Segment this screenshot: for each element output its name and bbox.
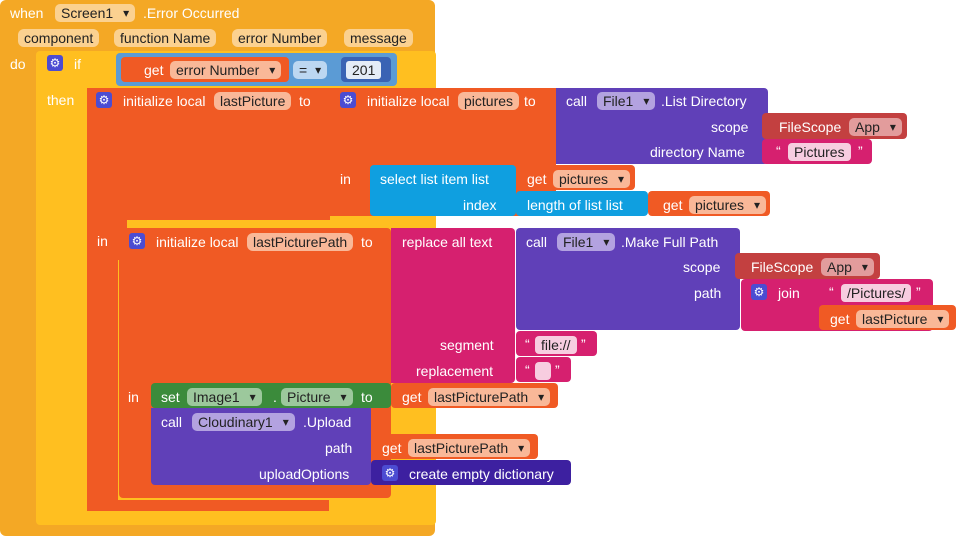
init-lastpicturepath-to-label: to xyxy=(361,234,373,250)
list-directory-scope-block-label: FileScope xyxy=(779,119,842,135)
replace-all-text-label: replace all text xyxy=(402,234,493,250)
get-lastpicturepath-set-dropdown[interactable]: lastPicturePath xyxy=(428,388,551,406)
init-lastpicture-gear-icon[interactable]: ⚙ xyxy=(96,92,112,108)
param-message[interactable]: message xyxy=(344,29,413,47)
init-lastpicture-to-label: to xyxy=(299,93,311,109)
get-pictures-label: get xyxy=(527,171,547,187)
create-empty-dictionary-label: create empty dictionary xyxy=(409,466,554,482)
replacement-close-quote: ” xyxy=(555,362,560,378)
length-of-list-block[interactable] xyxy=(516,191,648,216)
segment-value[interactable]: file:// xyxy=(535,336,577,354)
init-lastpicture-block[interactable] xyxy=(87,88,330,220)
list-directory-block[interactable] xyxy=(556,88,768,164)
event-component-dropdown[interactable]: Screen1 xyxy=(55,4,136,22)
replacement-empty-value[interactable] xyxy=(535,362,551,380)
list-directory-component-dropdown[interactable]: File1 xyxy=(597,92,656,110)
list-directory-dir-label: directory Name xyxy=(650,144,745,160)
init-lastpicture-in-label: in xyxy=(97,233,108,249)
make-full-path-scope-value-dropdown[interactable]: App xyxy=(821,258,874,276)
make-full-path-call-label: call xyxy=(526,234,548,250)
upload-component-dropdown[interactable]: Cloudinary1 xyxy=(192,413,295,431)
join-label: join xyxy=(778,285,800,301)
get-lastpicture-dropdown[interactable]: lastPicture xyxy=(856,310,950,328)
init-pictures-in-label: in xyxy=(340,171,351,187)
param-component[interactable]: component xyxy=(18,29,100,47)
if-gear-icon[interactable]: ⚙ xyxy=(47,55,63,71)
init-pictures-name[interactable]: pictures xyxy=(458,92,520,110)
directory-name-value[interactable]: Pictures xyxy=(788,143,851,161)
param-function-name[interactable]: function Name xyxy=(114,29,217,47)
get-pictures-len-label: get xyxy=(663,197,683,213)
event-name-label: .Error Occurred xyxy=(143,5,240,21)
join-text-open-quote: “ xyxy=(829,284,834,300)
upload-call-label: call xyxy=(161,414,183,430)
get-lastpicture-label: get xyxy=(830,311,850,327)
set-label: set xyxy=(161,389,180,405)
get-error-number-label: get xyxy=(144,62,164,78)
make-full-path-component-dropdown[interactable]: File1 xyxy=(557,233,616,251)
get-lastpicturepath-set-label: get xyxy=(402,389,422,405)
replace-replacement-label: replacement xyxy=(416,363,494,379)
set-to-label: to xyxy=(361,389,373,405)
create-empty-dictionary-block[interactable] xyxy=(371,460,571,485)
make-full-path-scope-block-label: FileScope xyxy=(751,259,814,275)
init-lastpicturepath-in-label: in xyxy=(128,389,139,405)
if-label: if xyxy=(74,56,81,72)
segment-open-quote: “ xyxy=(525,336,530,352)
get-error-number-dropdown[interactable]: error Number xyxy=(170,61,282,79)
param-error-number[interactable]: error Number xyxy=(232,29,328,47)
init-lastpicturepath-name[interactable]: lastPicturePath xyxy=(247,233,354,251)
replace-segment-label: segment xyxy=(440,337,494,353)
set-dot-label: . xyxy=(273,389,277,405)
list-directory-call-label: call xyxy=(566,93,588,109)
init-lastpicture-body xyxy=(87,88,118,511)
get-lastpicturepath-upload-dropdown[interactable]: lastPicturePath xyxy=(408,439,531,457)
make-full-path-block[interactable] xyxy=(516,228,740,330)
init-pictures-label: initialize local xyxy=(367,93,450,109)
set-component-dropdown[interactable]: Image1 xyxy=(187,388,262,406)
init-pictures-to-label: to xyxy=(524,93,536,109)
create-empty-dictionary-gear-icon[interactable]: ⚙ xyxy=(382,465,398,481)
join-text-value[interactable]: /Pictures/ xyxy=(841,284,912,302)
event-when-label: when xyxy=(10,5,44,21)
init-lastpicture-label: initialize local xyxy=(123,93,206,109)
list-directory-scope-value-dropdown[interactable]: App xyxy=(849,118,902,136)
segment-close-quote: ” xyxy=(581,336,586,352)
make-full-path-method-label: .Make Full Path xyxy=(621,234,719,250)
then-label: then xyxy=(47,92,75,108)
set-property-dropdown[interactable]: Picture xyxy=(281,388,353,406)
length-of-list-label: length of list list xyxy=(527,197,623,213)
make-full-path-scope-label: scope xyxy=(683,259,721,275)
upload-method-label: .Upload xyxy=(303,414,352,430)
directory-name-open-quote: “ xyxy=(776,143,781,159)
list-directory-method-label: .List Directory xyxy=(661,93,747,109)
init-lastpicturepath-label: initialize local xyxy=(156,234,239,250)
join-text-close-quote: ” xyxy=(916,284,921,300)
number-value[interactable]: 201 xyxy=(346,61,382,79)
init-lastpicturepath-gear-icon[interactable]: ⚙ xyxy=(129,233,145,249)
init-lastpicture-bottom xyxy=(87,500,329,511)
select-list-item-index-label: index xyxy=(463,197,497,213)
upload-path-label: path xyxy=(325,440,353,456)
list-directory-scope-label: scope xyxy=(711,119,749,135)
compare-operator-dropdown[interactable]: = xyxy=(293,61,328,79)
get-lastpicturepath-upload-label: get xyxy=(382,440,402,456)
select-list-item-block[interactable] xyxy=(370,165,516,216)
upload-options-label: uploadOptions xyxy=(259,466,350,482)
replacement-open-quote: “ xyxy=(525,362,530,378)
select-list-item-label: select list item list xyxy=(380,171,489,187)
get-pictures-dropdown[interactable]: pictures xyxy=(553,170,631,188)
directory-name-close-quote: ” xyxy=(858,143,863,159)
init-lastpicture-name[interactable]: lastPicture xyxy=(214,92,292,110)
init-pictures-gear-icon[interactable]: ⚙ xyxy=(340,92,356,108)
join-gear-icon[interactable]: ⚙ xyxy=(751,284,767,300)
event-do-label: do xyxy=(10,56,26,72)
replace-all-text-block[interactable] xyxy=(391,228,515,383)
get-pictures-len-dropdown[interactable]: pictures xyxy=(689,196,767,214)
make-full-path-path-label: path xyxy=(694,285,722,301)
